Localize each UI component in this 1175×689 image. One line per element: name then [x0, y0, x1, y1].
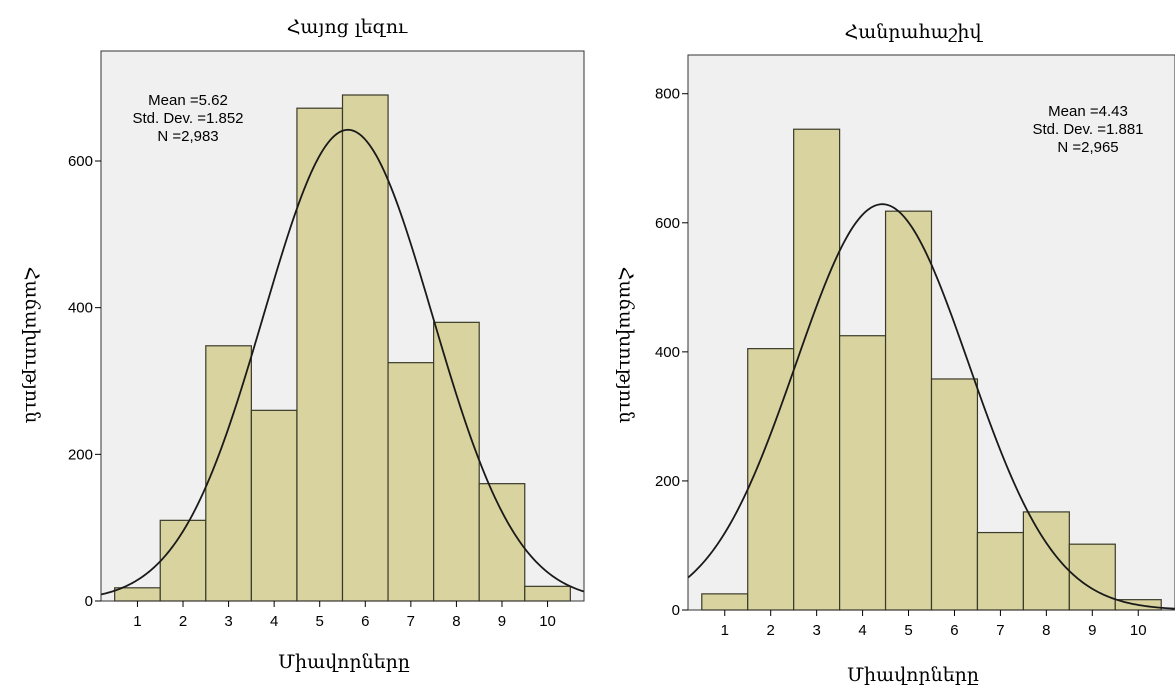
x-tick-label: 1: [721, 622, 729, 639]
bar-6: [930, 378, 979, 611]
stat-mean: Mean =4.43: [1048, 103, 1128, 120]
stat-std-dev: Std. Dev. =1.881: [1032, 121, 1143, 138]
stat-mean: Mean =5.62: [148, 92, 228, 109]
x-tick-label: 10: [1130, 622, 1147, 639]
y-tick-label: 200: [68, 446, 93, 463]
bar-8: [1022, 511, 1070, 611]
normal-curve: [100, 128, 585, 596]
x-tick-label: 5: [316, 613, 324, 630]
x-tick-label: 3: [812, 622, 820, 639]
x-tick-label: 1: [133, 613, 141, 630]
x-tick-label: 7: [407, 613, 415, 630]
plot-frame: [687, 54, 1175, 611]
x-tick-label: 8: [1042, 622, 1050, 639]
x-axis-label: Միավորները: [278, 651, 410, 673]
bar-5: [884, 210, 933, 611]
bar-3: [205, 345, 252, 602]
bar-4: [839, 335, 887, 611]
y-tick-label: 600: [655, 215, 680, 232]
y-tick-label: 800: [655, 86, 680, 103]
stats-box: Mean =5.62 Std. Dev. =1.852 N =2,983: [132, 92, 243, 145]
bar-1: [701, 593, 749, 611]
stat-std-dev: Std. Dev. =1.852: [132, 110, 243, 127]
bar-5: [296, 107, 344, 602]
stat-n: N =2,983: [157, 128, 218, 145]
y-axis-label: Հաճախություն: [615, 267, 637, 424]
x-tick-label: 2: [179, 613, 187, 630]
bar-6: [341, 94, 389, 602]
bar-10: [524, 585, 571, 602]
x-axis-label: Միավորները: [847, 664, 979, 686]
chart-title: Հանրահաշիվ: [845, 21, 984, 43]
bar-7: [387, 362, 435, 602]
bar-2: [159, 519, 207, 602]
chart-title: Հայոց լեզու: [287, 16, 408, 38]
x-tick-label: 7: [996, 622, 1004, 639]
y-tick-label: 400: [655, 344, 680, 361]
y-tick-label: 600: [68, 153, 93, 170]
x-tick-label: 9: [1088, 622, 1096, 639]
y-tick-label: 0: [672, 602, 680, 619]
bar-9: [478, 483, 526, 602]
bar-1: [114, 587, 161, 602]
y-tick-label: 0: [85, 593, 93, 610]
bar-4: [250, 409, 298, 602]
x-tick-label: 3: [224, 613, 232, 630]
histogram-algebra: Հանրահաշիվ 0 200 400 600 800 1 2 3 4 5 6 7 8 9 10 Mea…: [615, 21, 1175, 686]
stats-box: Mean =4.43 Std. Dev. =1.881 N =2,965: [1032, 103, 1143, 156]
y-tick-label: 400: [68, 300, 93, 317]
histogram-language: Հայոց լեզու 0 200 400 600 1 2 3 4 5 6 7 8 9 10 Mean …: [21, 16, 585, 673]
x-tick-label: 8: [452, 613, 460, 630]
normal-curve: [687, 203, 1175, 610]
y-tick-label: 200: [655, 473, 680, 490]
x-tick-label: 2: [767, 622, 775, 639]
x-tick-label: 9: [498, 613, 506, 630]
bar-8: [433, 321, 480, 602]
x-tick-label: 10: [539, 613, 556, 630]
x-tick-label: 4: [270, 613, 278, 630]
x-tick-label: 6: [950, 622, 958, 639]
y-axis-label: Հաճախություն: [21, 267, 43, 424]
x-tick-label: 5: [904, 622, 912, 639]
x-tick-label: 6: [361, 613, 369, 630]
bar-7: [976, 531, 1024, 611]
stat-n: N =2,965: [1057, 139, 1118, 156]
bar-3: [793, 128, 841, 611]
x-tick-label: 4: [858, 622, 866, 639]
plot-frame: [100, 50, 585, 602]
